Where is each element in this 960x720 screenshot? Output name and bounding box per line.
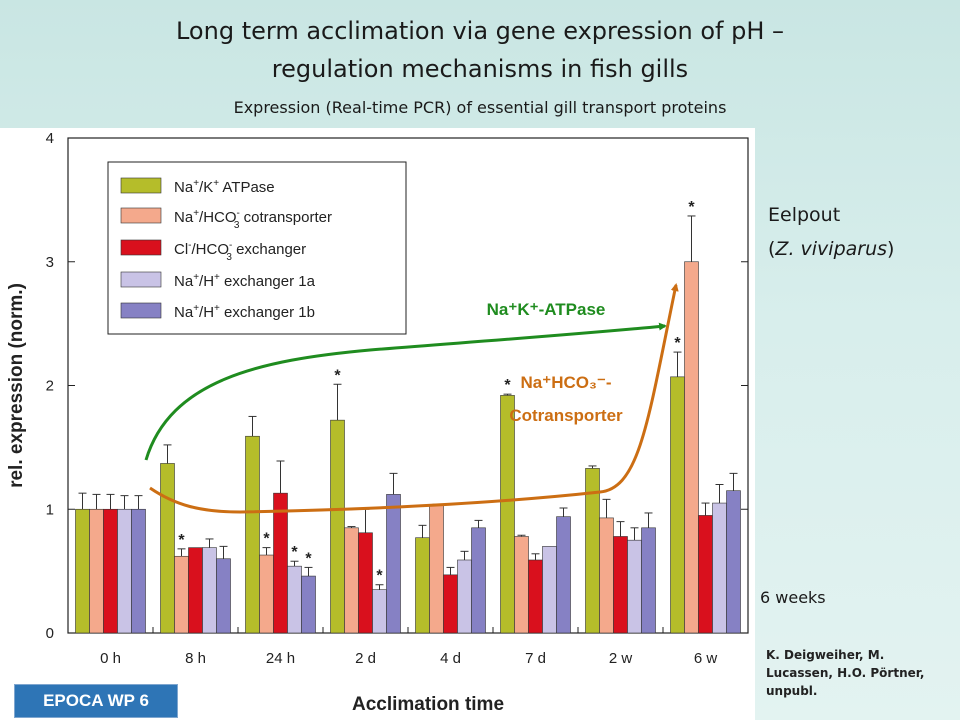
cotransporter-trend-arrow xyxy=(149,283,679,514)
bar xyxy=(273,492,288,634)
species-label: Eelpout (Z. viviparus) xyxy=(768,198,894,266)
y-tick-label: 2 xyxy=(46,378,54,395)
title-line-1: Long term acclimation via gene expressio… xyxy=(175,17,785,45)
slide-subtitle: Expression (Real-time PCR) of essential … xyxy=(233,98,727,117)
legend-swatch xyxy=(120,239,162,256)
legend: Na+/K+ ATPase Na+/HCO-3 cotransporter Cl-/… xyxy=(107,161,407,335)
legend-label: Na+/HCO-3 cotransporter xyxy=(174,208,332,231)
bar xyxy=(245,435,260,634)
species-latin-line: (Z. viviparus) xyxy=(768,238,895,260)
cotransporter-annotation-line1: Na⁺HCO₃⁻- xyxy=(521,373,612,392)
significance-star: * xyxy=(291,544,298,561)
bar xyxy=(471,527,486,634)
bar xyxy=(542,546,557,634)
y-tick-label: 1 xyxy=(46,501,54,518)
bar xyxy=(216,558,231,634)
bar xyxy=(514,536,529,634)
bar xyxy=(415,537,430,634)
bar xyxy=(372,589,387,634)
legend-swatch xyxy=(120,207,162,224)
legend-label: Na+/K+ ATPase xyxy=(174,178,275,196)
significance-star: * xyxy=(504,377,511,394)
bar xyxy=(188,547,203,634)
bar xyxy=(301,575,316,634)
legend-swatch xyxy=(120,177,162,194)
bar xyxy=(613,536,628,634)
cotransporter-annotation-line2: Cotransporter xyxy=(509,406,623,425)
bar xyxy=(386,494,401,634)
atpase-trend-arrow xyxy=(144,322,667,461)
significance-star: * xyxy=(688,199,695,216)
bar xyxy=(287,565,302,634)
bar xyxy=(344,527,359,634)
bar xyxy=(641,527,656,634)
y-tick-label: 3 xyxy=(46,254,54,271)
x-axis-label: Acclimation time xyxy=(352,694,504,715)
bar xyxy=(89,508,104,634)
x-tick-label: 4 d xyxy=(440,650,461,667)
x-tick-label: 6 w xyxy=(694,650,718,667)
legend-label: Cl-/HCO-3 exchanger xyxy=(174,240,306,263)
bar xyxy=(202,547,217,634)
legend-swatch xyxy=(120,302,162,319)
significance-star: * xyxy=(178,532,185,549)
bar xyxy=(330,419,345,634)
slide-title: Long term acclimation via gene expressio… xyxy=(0,12,960,88)
bar xyxy=(528,559,543,634)
bar xyxy=(160,463,175,634)
bar xyxy=(117,508,132,634)
bar xyxy=(131,508,146,634)
y-tick-label: 0 xyxy=(46,625,54,642)
bar xyxy=(358,532,373,634)
x-tick-label: 24 h xyxy=(266,650,295,667)
y-tick-label: 4 xyxy=(46,130,54,147)
legend-label: Na+/H+ exchanger 1b xyxy=(174,303,315,321)
bar xyxy=(698,515,713,634)
legend-label: Na+/H+ exchanger 1a xyxy=(174,272,316,290)
significance-star: * xyxy=(305,550,312,567)
bar xyxy=(599,517,614,634)
significance-star: * xyxy=(334,367,341,384)
bar xyxy=(670,376,685,634)
bar xyxy=(457,559,472,634)
bar xyxy=(500,395,515,634)
bar xyxy=(712,502,727,634)
epoca-badge: EPOCA WP 6 xyxy=(14,684,178,718)
bar xyxy=(103,508,118,634)
bar xyxy=(726,490,741,634)
bar xyxy=(684,261,699,634)
x-tick-label: 0 h xyxy=(100,650,121,667)
bar xyxy=(429,505,444,634)
y-axis-label: rel. expression (norm.) xyxy=(6,283,27,488)
x-tick-label: 2 d xyxy=(355,650,376,667)
significance-star: * xyxy=(674,335,681,352)
bar xyxy=(174,555,189,634)
atpase-annotation: Na⁺K⁺-ATPase xyxy=(487,300,606,319)
title-line-2: regulation mechanisms in fish gills xyxy=(271,55,689,83)
x-tick-label: 7 d xyxy=(525,650,546,667)
bar xyxy=(627,539,642,634)
species-name: Eelpout xyxy=(768,204,841,226)
x-tick-label: 2 w xyxy=(609,650,633,667)
bar xyxy=(556,516,571,634)
duration-label: 6 weeks xyxy=(760,588,826,607)
bar xyxy=(75,508,90,634)
credit-text: K. Deigweiher, M. Lucassen, H.O. Pörtner… xyxy=(766,648,925,698)
significance-star: * xyxy=(263,531,270,548)
species-latin: Z. viviparus xyxy=(775,238,888,260)
x-tick-label: 8 h xyxy=(185,650,206,667)
bar xyxy=(443,574,458,634)
legend-swatch xyxy=(120,271,162,288)
significance-star: * xyxy=(376,568,383,585)
bar xyxy=(259,554,274,634)
